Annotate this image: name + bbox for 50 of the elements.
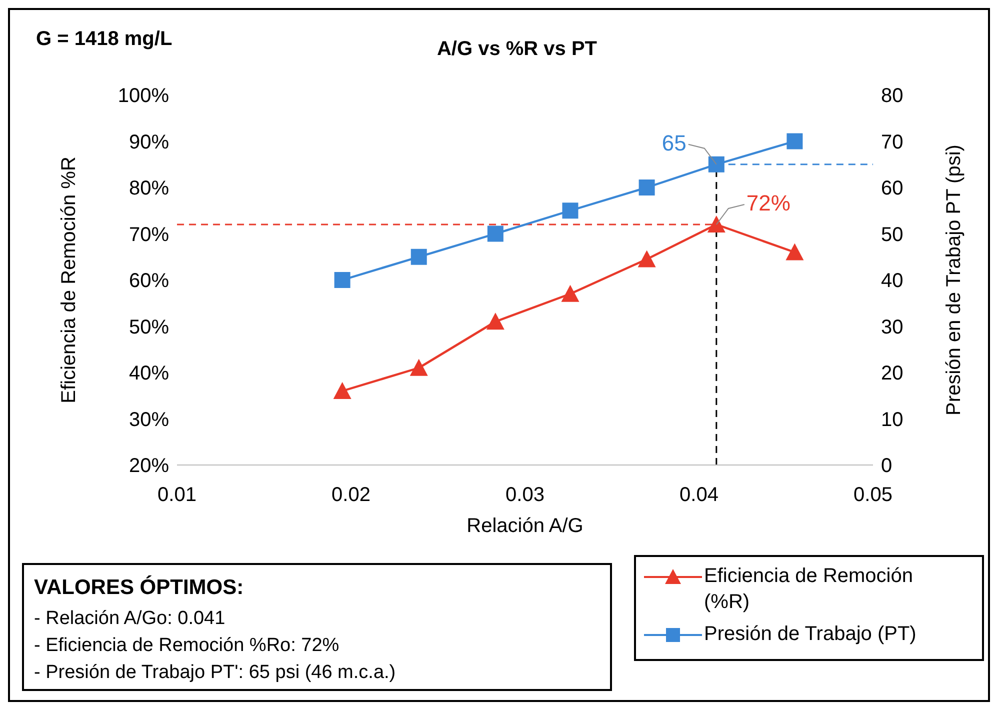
point — [638, 250, 656, 268]
point — [334, 272, 350, 288]
point — [786, 243, 804, 260]
y-axis-title: Eficiencia de Remoción %R — [58, 156, 80, 404]
point — [786, 133, 803, 150]
point — [333, 382, 352, 399]
text: - Relación A/Go: 0.041 — [34, 607, 226, 631]
y2-tick-label: 40 — [881, 270, 904, 292]
y2-tick-label: 80 — [881, 85, 904, 108]
y-tick-label: 60% — [128, 270, 170, 292]
y-tick-label: 20% — [128, 455, 170, 478]
annotation: 65 — [662, 130, 686, 156]
y-tick-label: 80% — [128, 178, 170, 200]
chart-title: A/G vs %R vs PT — [436, 38, 598, 60]
x-tick-label: 0.01 — [158, 484, 196, 506]
point — [486, 312, 504, 330]
y2-tick-label: 30 — [881, 316, 904, 338]
text: G = 1418 mg/L — [36, 28, 172, 51]
x-tick-label: 0.04 — [680, 484, 718, 506]
y-tick-label: 90% — [128, 131, 170, 154]
y-tick-label: 70% — [128, 224, 170, 246]
point — [410, 248, 427, 265]
text: VALORES ÓPTIMOS: — [34, 574, 245, 601]
text: - Eficiencia de Remoción %Ro: 72% — [34, 634, 340, 658]
point — [561, 284, 580, 302]
y2-tick-label: 50 — [881, 224, 904, 246]
y-tick-label: 100% — [118, 85, 170, 108]
point — [410, 358, 428, 376]
x-tick-label: 0.02 — [332, 484, 370, 506]
x-axis-title: Relación A/G — [466, 515, 584, 537]
x-tick-label: 0.05 — [854, 484, 892, 506]
legend-label: Presión de Trabajo (PT) — [704, 622, 918, 647]
point — [562, 202, 578, 219]
x-tick-label: 0.03 — [506, 484, 544, 506]
y-tick-label: 40% — [128, 362, 170, 385]
y2-tick-label: 70 — [881, 131, 904, 154]
y2-axis-title: Presión en de Trabajo PT (psi) — [943, 144, 966, 416]
y2-tick-label: 10 — [881, 408, 904, 431]
y2-tick-label: 60 — [881, 178, 904, 200]
text: - Presión de Trabajo PT': 65 psi (46 m.c.a.) — [34, 661, 397, 685]
legend-label: Eficiencia de Remoción (%R) — [704, 564, 914, 615]
y2-tick-label: 0 — [881, 455, 892, 478]
point — [708, 156, 724, 172]
point — [707, 216, 726, 232]
point — [638, 180, 655, 196]
annotation: 72% — [746, 190, 790, 216]
point — [487, 226, 504, 242]
y-tick-label: 50% — [128, 316, 170, 338]
y-tick-label: 30% — [128, 408, 170, 431]
y2-tick-label: 20 — [881, 362, 904, 385]
